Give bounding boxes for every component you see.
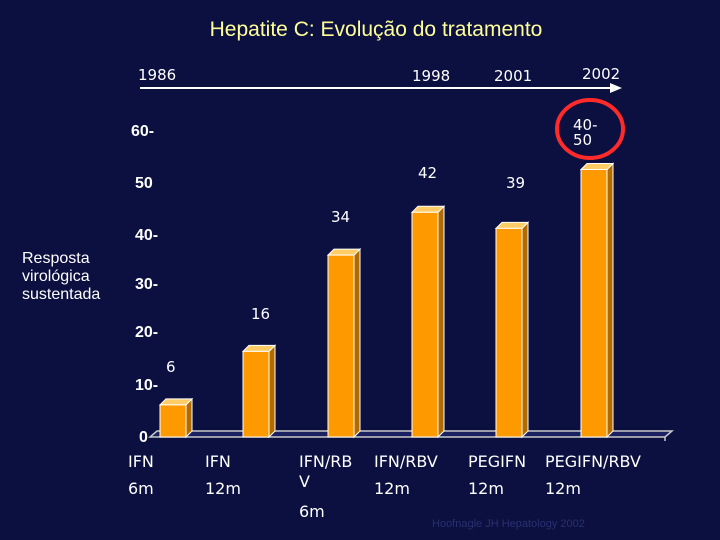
- bar: [241, 344, 277, 439]
- x-category-duration: 6m: [128, 479, 154, 498]
- bar-side: [521, 221, 529, 439]
- x-category-label: PEGIFN: [468, 452, 527, 471]
- bar: [494, 221, 530, 439]
- chart-title: Hepatite C: Evolução do tratamento: [209, 18, 543, 41]
- y-tick-label: 0: [139, 429, 148, 446]
- y-tick-label: 50: [135, 175, 153, 192]
- bar: [326, 247, 362, 439]
- timeline-year-1986: 1986: [138, 66, 177, 84]
- x-category-label: IFN: [128, 452, 154, 471]
- bar-side: [268, 344, 276, 439]
- value-label: 42: [418, 164, 438, 182]
- footnote: Hoofnagle JH Hepatology 2002: [432, 518, 585, 530]
- value-label: 40- 50: [573, 116, 598, 149]
- x-category-label: IFN/RBV: [374, 452, 438, 471]
- x-category-duration: 12m: [545, 479, 581, 498]
- x-category-label: IFN/RB: [299, 452, 353, 471]
- bar-top: [410, 205, 446, 213]
- chart-floor: [147, 430, 675, 438]
- timeline-year-1998: 1998: [412, 67, 451, 85]
- y-axis-label-line: Resposta: [22, 250, 90, 267]
- y-tick-label: 60-: [131, 123, 155, 140]
- x-category-duration: 12m: [468, 479, 504, 498]
- y-axis-label: Resposta virológica sustentada: [22, 250, 132, 304]
- value-label: 34: [331, 208, 351, 226]
- bar-front: [327, 254, 355, 438]
- y-axis-label-line: virológica: [22, 268, 90, 285]
- timeline-year-2001: 2001: [494, 67, 533, 85]
- value-label: 6: [166, 358, 176, 376]
- y-tick-label: 10-: [135, 377, 159, 394]
- bar-side: [353, 247, 361, 439]
- y-tick-label: 30-: [135, 276, 159, 293]
- bar-front: [411, 211, 439, 438]
- x-category-duration: 6m: [299, 502, 325, 521]
- highlight-circle: [555, 98, 625, 160]
- bar: [158, 397, 194, 439]
- value-label: 39: [506, 174, 526, 192]
- x-category-label-cont: V: [299, 472, 310, 491]
- y-axis-label-line: sustentada: [22, 286, 101, 303]
- bar-top: [241, 344, 277, 352]
- x-category-duration: 12m: [374, 479, 410, 498]
- bar-side: [606, 162, 614, 439]
- bar-front: [242, 350, 270, 438]
- x-category-duration: 12m: [205, 479, 241, 498]
- bar-top: [579, 163, 615, 170]
- y-tick-label: 40-: [135, 227, 159, 244]
- x-category-label: IFN: [205, 452, 231, 471]
- timeline-year-2002: 2002: [582, 65, 621, 83]
- bar-top: [158, 398, 194, 406]
- bar: [579, 162, 615, 439]
- bar-top: [326, 248, 362, 256]
- bar-side: [437, 205, 445, 439]
- bar-front: [159, 404, 187, 438]
- x-category-label: PEGIFN/RBV: [545, 452, 641, 471]
- bar: [410, 205, 446, 439]
- bar-front: [495, 227, 523, 438]
- value-label: 16: [251, 305, 271, 323]
- bar-top: [494, 221, 530, 229]
- bar-front: [580, 169, 608, 438]
- y-tick-label: 20-: [135, 324, 159, 341]
